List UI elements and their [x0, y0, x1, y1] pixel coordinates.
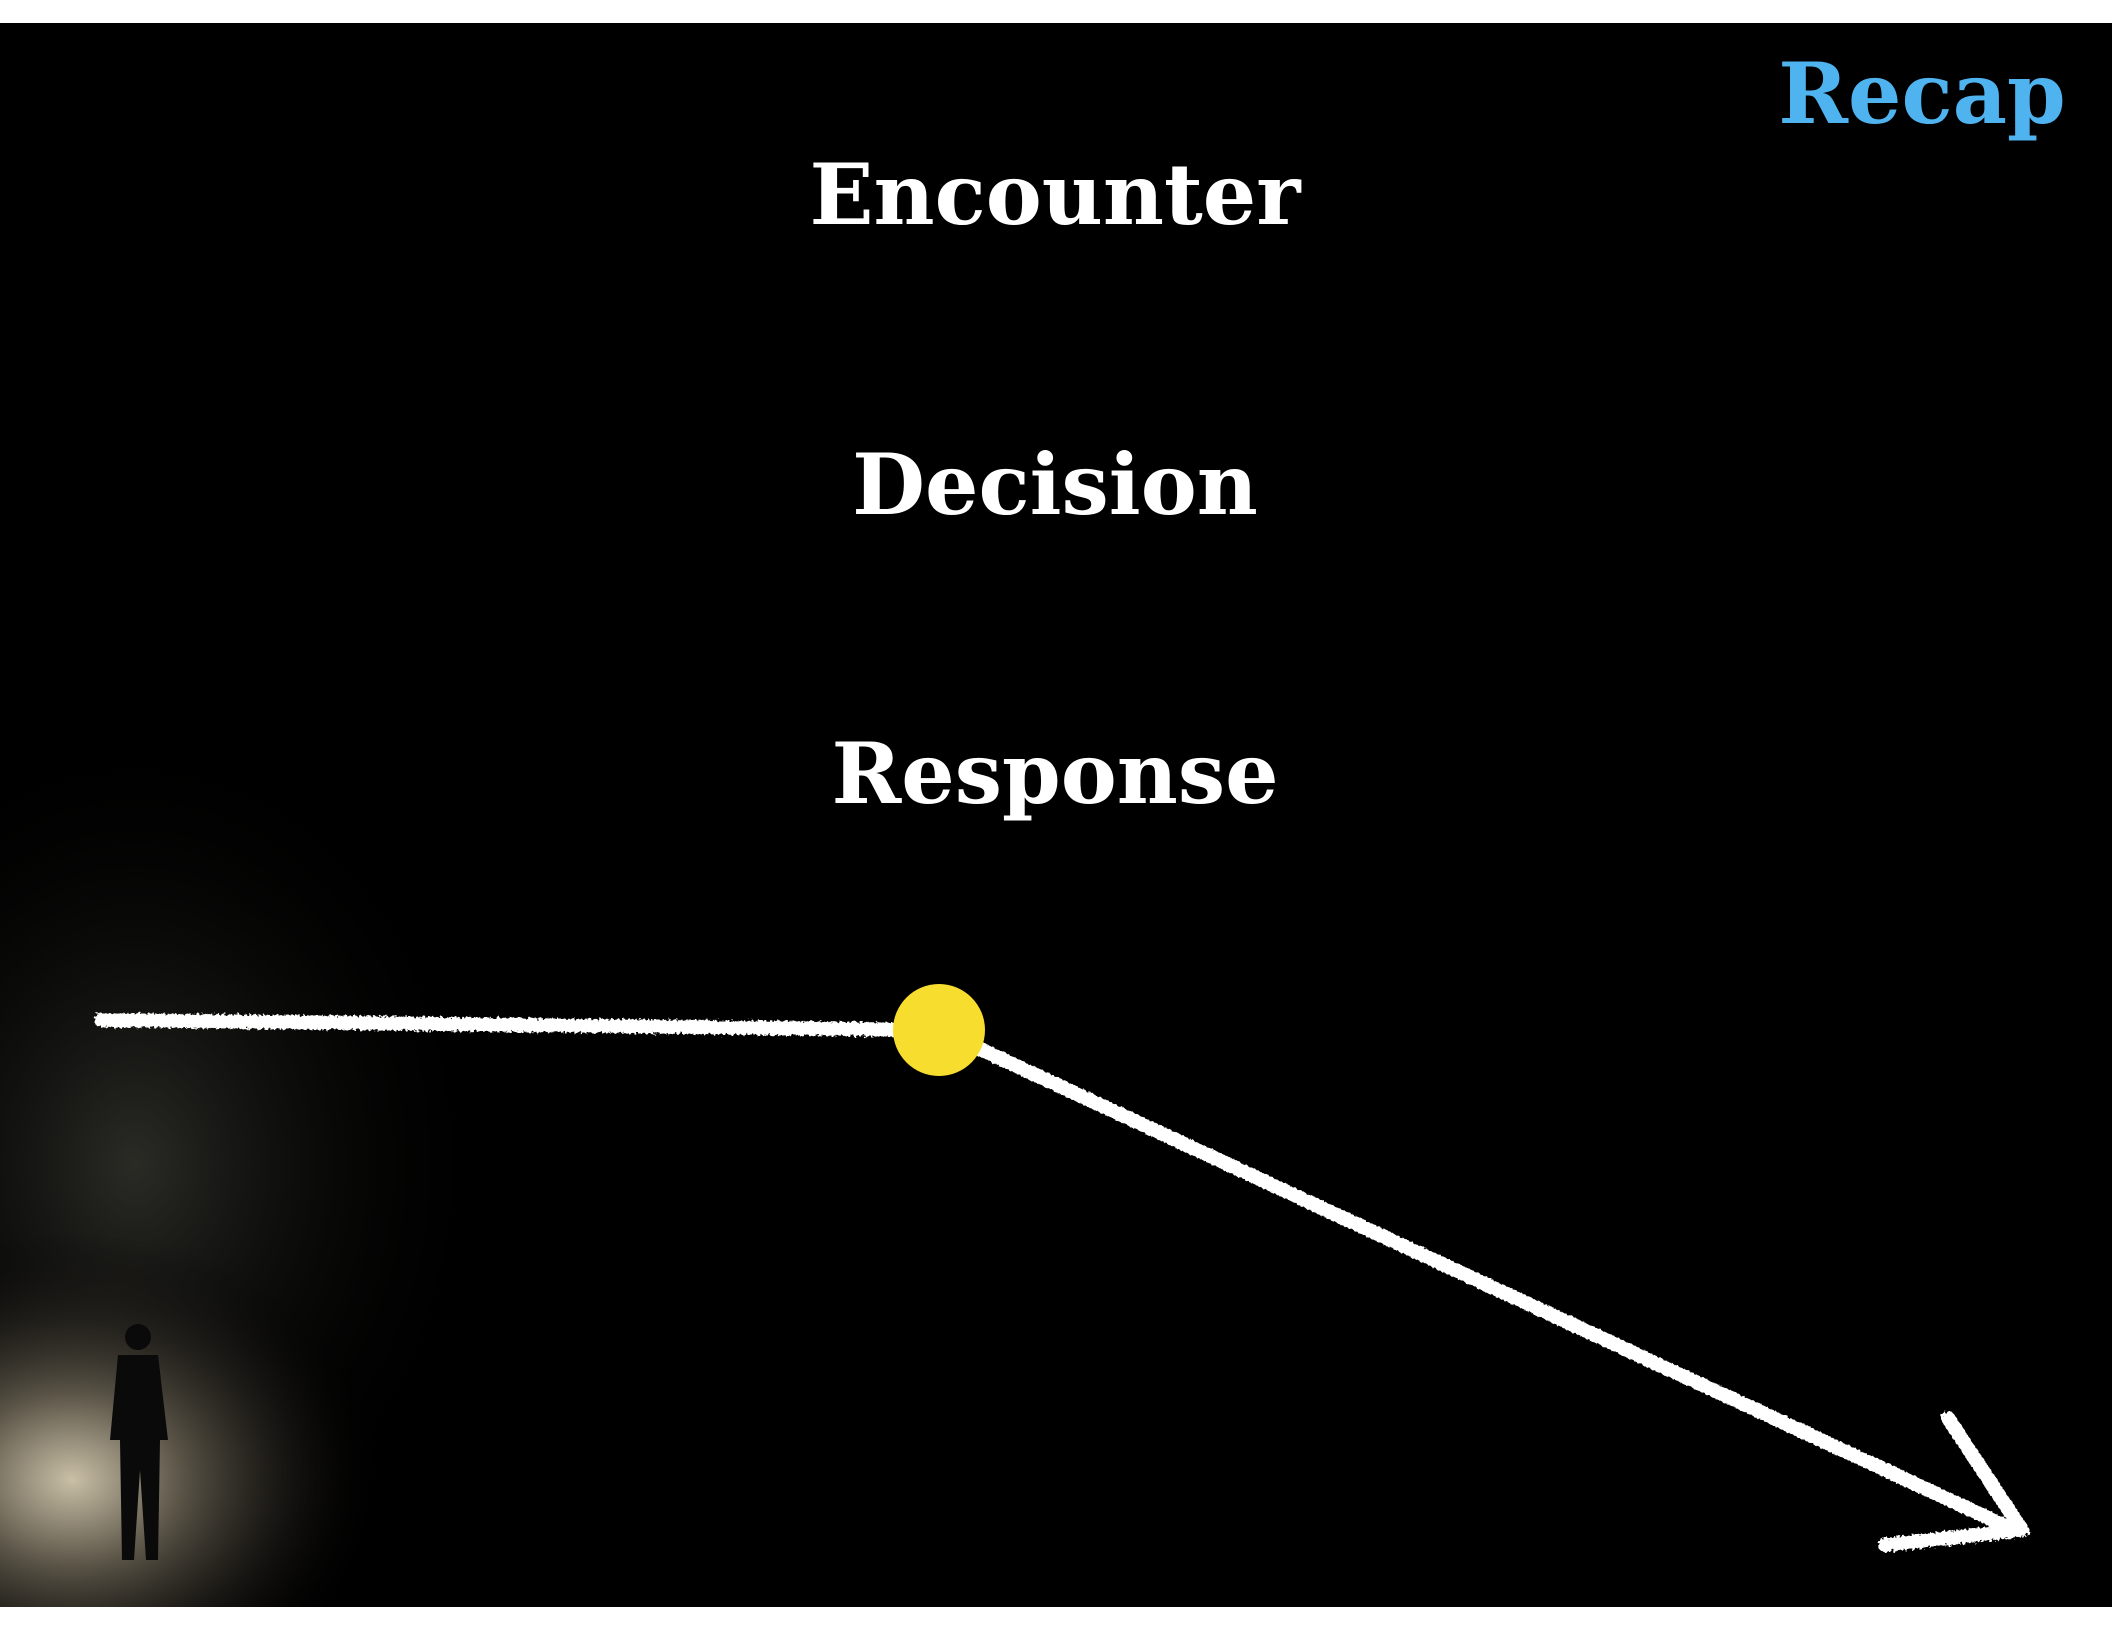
item: Encounter	[810, 145, 1303, 244]
page: {"header": {"title": "Recap"}, "items": …	[0, 0, 2112, 1632]
slide: Recap Encounter Decision Response	[0, 0, 2112, 1632]
slide-title: Recap	[1778, 44, 2066, 143]
decision-dot	[893, 984, 985, 1076]
item: Decision	[852, 435, 1258, 534]
item: Response	[831, 724, 1278, 823]
